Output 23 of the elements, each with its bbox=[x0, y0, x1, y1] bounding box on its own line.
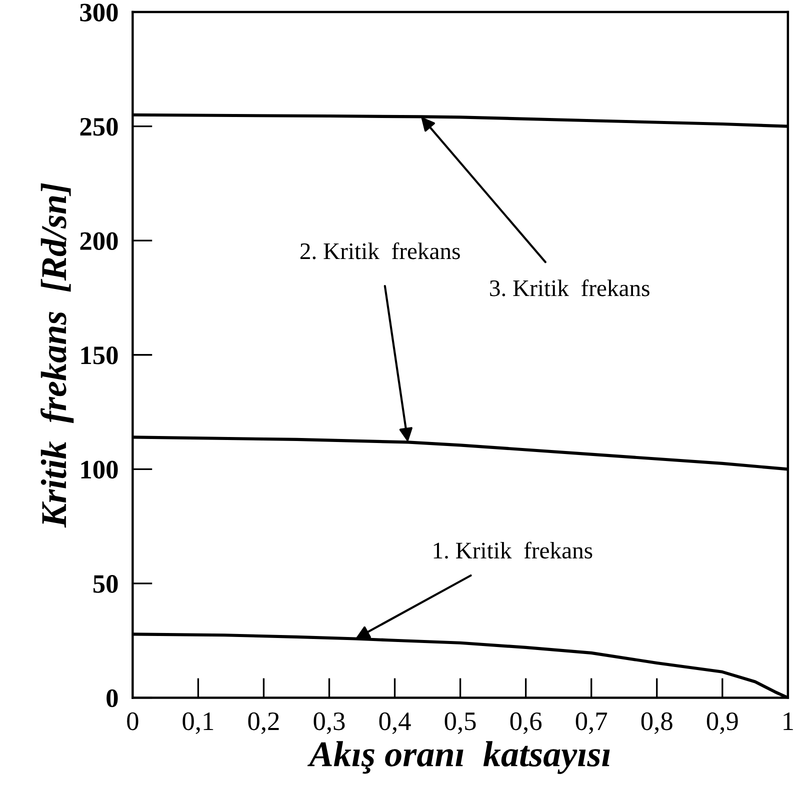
annotation: 1. Kritik frekans bbox=[434, 542, 592, 559]
y-tick-label: 250 bbox=[80, 118, 118, 136]
x-tick-label: 0,9 bbox=[706, 712, 738, 734]
y-tick-label: 300 bbox=[80, 4, 118, 22]
y-tick-label: 100 bbox=[81, 460, 118, 479]
x-tick-label: 0,8 bbox=[641, 712, 672, 734]
x-tick-label: 0,2 bbox=[248, 712, 279, 734]
y-tick-label: 150 bbox=[81, 346, 118, 364]
y-tick-label: 0 bbox=[106, 689, 118, 708]
y-axis-title: Kritik frekans [Rd/sn] bbox=[40, 183, 74, 528]
x-tick-label: 0,1 bbox=[182, 712, 214, 734]
annotation: 3. Kritik frekans bbox=[490, 279, 650, 296]
x-tick-label: 0,4 bbox=[379, 712, 411, 734]
x-tick-label: 0 bbox=[127, 712, 138, 730]
y-tick-label: 50 bbox=[93, 575, 118, 593]
x-tick-label: 0,7 bbox=[576, 712, 608, 734]
x-tick-label: 0,6 bbox=[510, 712, 542, 734]
annotation: 2. Kritik frekans bbox=[300, 242, 460, 260]
x-tick-label: 0,5 bbox=[444, 712, 476, 734]
x-axis-title: Akış oranı katsayısı bbox=[307, 741, 610, 774]
x-tick-label: 0,3 bbox=[314, 712, 345, 734]
y-tick-label: 200 bbox=[80, 232, 118, 250]
x-tick-label: 1 bbox=[784, 712, 793, 730]
